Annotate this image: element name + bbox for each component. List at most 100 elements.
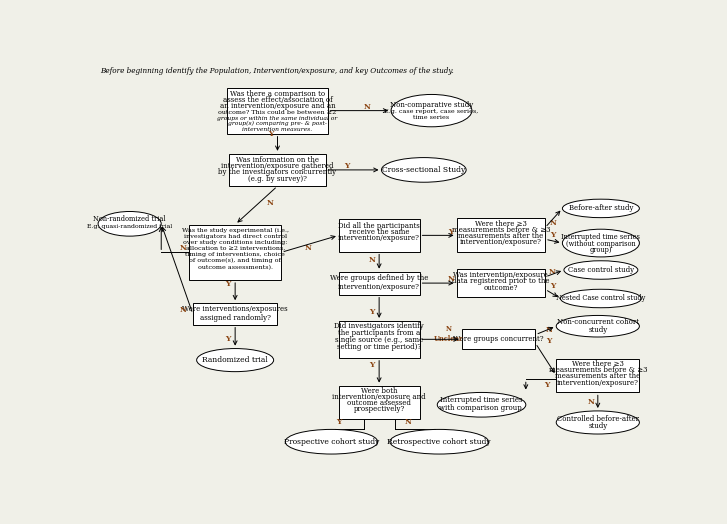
Text: Y: Y — [448, 227, 454, 235]
Text: measurements before & ≥3: measurements before & ≥3 — [549, 366, 647, 374]
Text: Before-after study: Before-after study — [569, 204, 633, 212]
Text: E.g. quasi-randomized trial: E.g. quasi-randomized trial — [87, 224, 172, 230]
Text: measurements after the: measurements after the — [555, 372, 640, 380]
Text: intervention/exposure?: intervention/exposure? — [338, 234, 420, 243]
Ellipse shape — [382, 158, 466, 182]
Text: with comparison group.: with comparison group. — [439, 404, 524, 412]
Text: Y: Y — [550, 282, 555, 290]
Text: study: study — [588, 326, 608, 334]
Bar — [229, 154, 326, 186]
Text: Did investigators identify: Did investigators identify — [334, 322, 424, 330]
Ellipse shape — [561, 289, 641, 308]
Text: the participants from a: the participants from a — [338, 329, 420, 337]
Text: Retrospective cohort study: Retrospective cohort study — [387, 438, 491, 446]
Bar — [339, 271, 419, 294]
Text: Were there ≥3: Were there ≥3 — [475, 220, 527, 228]
Text: Y: Y — [545, 381, 550, 389]
Text: Non-randomized trial: Non-randomized trial — [93, 215, 166, 223]
Ellipse shape — [563, 199, 639, 217]
Text: Y: Y — [550, 231, 556, 238]
Ellipse shape — [196, 348, 273, 372]
Bar — [189, 225, 281, 280]
Text: Cross-sectional Study: Cross-sectional Study — [382, 166, 465, 174]
Text: an intervention/exposure and an: an intervention/exposure and an — [220, 102, 335, 110]
Text: Was there a comparison to: Was there a comparison to — [230, 90, 325, 97]
Text: intervention/exposure?: intervention/exposure? — [557, 379, 639, 387]
Text: Were both: Were both — [361, 387, 398, 395]
Text: Before beginning identify the Population, Intervention/exposure, and key Outcome: Before beginning identify the Population… — [100, 67, 454, 74]
Text: E.g. case report, case series,: E.g. case report, case series, — [385, 109, 478, 114]
Text: Non-concurrent cohort: Non-concurrent cohort — [557, 319, 639, 326]
Text: Interrupted time series: Interrupted time series — [441, 396, 523, 404]
Ellipse shape — [390, 429, 489, 454]
Text: Y: Y — [225, 280, 231, 288]
Text: Non-comparative study: Non-comparative study — [390, 101, 473, 109]
Text: N: N — [369, 256, 376, 264]
Text: N: N — [405, 418, 411, 425]
Text: allocation to ≥2 interventions,: allocation to ≥2 interventions, — [185, 246, 285, 251]
Ellipse shape — [437, 392, 526, 417]
Text: Y: Y — [344, 162, 350, 170]
Text: N: N — [364, 103, 370, 111]
Text: Was intervention/exposure: Was intervention/exposure — [454, 270, 548, 279]
Bar — [457, 269, 545, 297]
Text: time series: time series — [414, 115, 449, 120]
Text: Y: Y — [268, 130, 273, 138]
Text: group(s) comparing pre- & post-: group(s) comparing pre- & post- — [228, 121, 327, 126]
Ellipse shape — [556, 315, 639, 337]
Bar — [228, 88, 328, 134]
Text: Controlled before-after: Controlled before-after — [557, 414, 639, 423]
Text: receive the same: receive the same — [349, 228, 409, 236]
Text: timing of interventions, choice: timing of interventions, choice — [185, 252, 285, 257]
Ellipse shape — [98, 212, 161, 236]
Text: Were there ≥3: Were there ≥3 — [572, 360, 624, 368]
Text: data registered prior to the: data registered prior to the — [452, 277, 550, 285]
Text: outcome?: outcome? — [483, 285, 518, 292]
Text: of outcome(s), and timing of: of outcome(s), and timing of — [189, 258, 281, 264]
Ellipse shape — [285, 429, 377, 454]
Text: Prospective cohort study: Prospective cohort study — [284, 438, 379, 446]
Text: intervention/exposure?: intervention/exposure? — [338, 283, 420, 291]
Text: assess the effect/association of: assess the effect/association of — [222, 96, 332, 104]
Text: N: N — [305, 245, 312, 253]
Text: Y: Y — [369, 361, 375, 369]
Text: (without comparison: (without comparison — [566, 240, 636, 248]
Text: assigned randomly?: assigned randomly? — [200, 314, 270, 322]
Text: Was the study experimental (i.e.,: Was the study experimental (i.e., — [182, 227, 289, 233]
Text: N: N — [549, 268, 556, 276]
Text: Were interventions/exposures: Were interventions/exposures — [182, 305, 288, 313]
Text: prospectively?: prospectively? — [353, 406, 405, 413]
Text: N: N — [180, 245, 187, 253]
Text: measurements before & ≥3: measurements before & ≥3 — [451, 226, 550, 234]
Text: N: N — [267, 199, 274, 207]
Bar — [339, 321, 419, 358]
Text: Were groups concurrent?: Were groups concurrent? — [453, 335, 544, 343]
Text: over study conditions including:: over study conditions including: — [183, 240, 287, 245]
Ellipse shape — [556, 411, 639, 434]
Text: investigators had direct control: investigators had direct control — [184, 234, 286, 238]
Text: Were groups defined by the: Were groups defined by the — [330, 275, 428, 282]
Text: outcome assessments).: outcome assessments). — [198, 265, 273, 270]
Text: outcome? This could be between ≥2: outcome? This could be between ≥2 — [218, 110, 337, 115]
Text: Case control study: Case control study — [568, 266, 634, 274]
Text: Y: Y — [337, 418, 342, 425]
Text: outcome assessed: outcome assessed — [348, 399, 411, 407]
Text: intervention/exposure and: intervention/exposure and — [332, 393, 426, 401]
Text: intervention measures.: intervention measures. — [242, 127, 313, 132]
Text: group): group) — [590, 246, 612, 254]
Text: Did all the participants: Did all the participants — [338, 222, 420, 230]
Text: Randomized trial: Randomized trial — [202, 356, 268, 364]
Text: N: N — [546, 326, 553, 334]
Text: groups or within the same individual or: groups or within the same individual or — [217, 116, 337, 121]
Bar — [193, 303, 278, 325]
Text: N
Unclear: N Unclear — [434, 325, 463, 343]
Bar — [339, 386, 419, 419]
Text: intervention/exposure gathered: intervention/exposure gathered — [221, 162, 334, 170]
Text: measurements after the: measurements after the — [458, 232, 543, 240]
Text: N: N — [180, 306, 186, 314]
Text: setting or time period)?: setting or time period)? — [337, 343, 421, 351]
Ellipse shape — [563, 229, 639, 257]
Text: single source (e.g., same: single source (e.g., same — [335, 336, 423, 344]
Text: Y: Y — [225, 335, 231, 343]
Text: study: study — [588, 422, 608, 430]
